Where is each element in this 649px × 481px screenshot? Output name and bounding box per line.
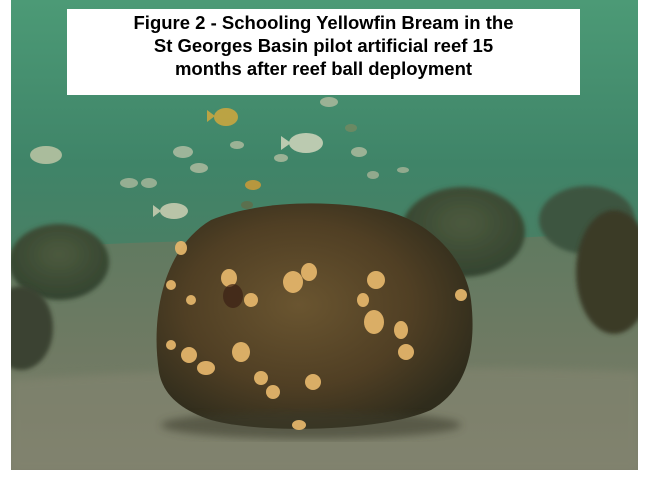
photo-frame: Figure 2 - Schooling Yellowfin Bream in … bbox=[11, 0, 638, 470]
caption-line-3: months after reef ball deployment bbox=[174, 58, 473, 79]
reef-ball-main bbox=[156, 203, 473, 429]
caption-line-1: Figure 2 - Schooling Yellowfin Bream in … bbox=[133, 12, 514, 33]
figure-caption: Figure 2 - Schooling Yellowfin Bream in … bbox=[67, 9, 580, 95]
fish-school bbox=[30, 97, 409, 219]
reef-ball-right bbox=[576, 210, 638, 334]
caption-line-2: St Georges Basin pilot artificial reef 1… bbox=[153, 35, 494, 56]
reef-ball-left bbox=[11, 224, 109, 300]
reef-ball-left-near bbox=[11, 286, 53, 370]
sponge-growths bbox=[166, 241, 467, 430]
